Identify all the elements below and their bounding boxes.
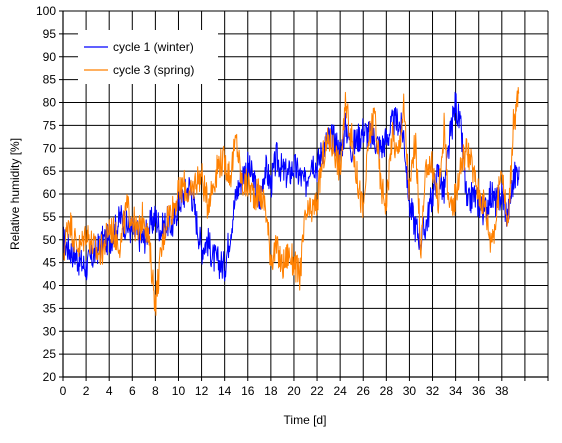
y-tick-label-40: 40: [43, 279, 57, 293]
x-tick-label-6: 6: [129, 384, 136, 398]
tick-labels: 0 2 4 6 8 10 12 14 16 18 20 22 24 26 28 30 32 34 36 3820253…: [36, 4, 509, 398]
y-tick-label-60: 60: [43, 187, 57, 201]
x-tick-label-32: 32: [426, 384, 440, 398]
x-tick-label-24: 24: [333, 384, 347, 398]
x-tick-label-28: 28: [380, 384, 394, 398]
legend-label-cycle-1: cycle 1 (winter): [113, 40, 194, 54]
legend: cycle 1 (winter) cycle 3 (spring): [78, 30, 218, 84]
x-tick-label-0: 0: [60, 384, 67, 398]
y-tick-label-35: 35: [43, 301, 57, 315]
x-tick-label-18: 18: [264, 384, 278, 398]
y-tick-label-85: 85: [43, 73, 57, 87]
y-tick-label-55: 55: [43, 210, 57, 224]
legend-box: [78, 30, 218, 84]
x-tick-label-16: 16: [241, 384, 255, 398]
x-tick-label-30: 30: [403, 384, 417, 398]
x-tick-label-12: 12: [195, 384, 209, 398]
series-line-cycle-3: [62, 87, 520, 316]
y-axis-title: Relative humidity [%]: [8, 138, 22, 250]
y-tick-label-95: 95: [43, 27, 57, 41]
series-line-cycle-1: [62, 91, 520, 282]
x-axis-title: Time [d]: [284, 413, 327, 427]
x-tick-label-8: 8: [152, 384, 159, 398]
y-tick-label-25: 25: [43, 347, 57, 361]
x-tick-label-38: 38: [495, 384, 509, 398]
x-tick-label-14: 14: [218, 384, 232, 398]
y-tick-label-75: 75: [43, 118, 57, 132]
y-tick-label-100: 100: [36, 4, 56, 18]
axes: [59, 10, 549, 381]
y-tick-label-65: 65: [43, 164, 57, 178]
y-tick-label-45: 45: [43, 256, 57, 270]
y-tick-label-50: 50: [43, 233, 57, 247]
x-tick-label-34: 34: [449, 384, 463, 398]
y-tick-label-70: 70: [43, 141, 57, 155]
legend-label-cycle-3: cycle 3 (spring): [113, 63, 194, 77]
series-lines: [62, 87, 520, 316]
x-tick-label-2: 2: [83, 384, 90, 398]
y-tick-label-30: 30: [43, 324, 57, 338]
y-tick-label-90: 90: [43, 50, 57, 64]
y-tick-label-20: 20: [43, 370, 57, 384]
x-tick-label-22: 22: [310, 384, 324, 398]
x-tick-label-36: 36: [472, 384, 486, 398]
x-tick-label-4: 4: [106, 384, 113, 398]
y-tick-label-80: 80: [43, 96, 57, 110]
x-tick-label-26: 26: [357, 384, 371, 398]
x-tick-label-10: 10: [172, 384, 186, 398]
x-tick-label-20: 20: [287, 384, 301, 398]
